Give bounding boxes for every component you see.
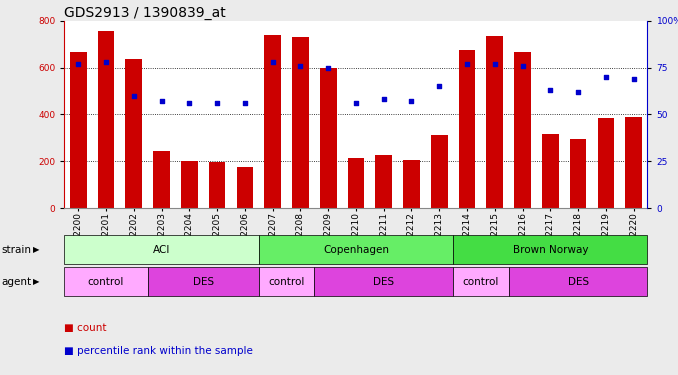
Text: strain: strain [1,245,31,255]
Bar [125,58,142,208]
Text: ■ count: ■ count [64,323,107,333]
Bar [597,118,614,208]
Text: agent: agent [1,277,31,286]
Point [156,98,167,104]
Text: ▶: ▶ [33,245,40,254]
Text: control: control [462,277,499,286]
Text: DES: DES [373,277,395,286]
Point [267,59,278,65]
Point [184,100,195,106]
Bar [403,160,420,208]
Bar [320,68,336,208]
Point [128,93,139,99]
Point [323,64,334,70]
Bar [514,52,531,208]
Point [239,100,250,106]
Point [601,74,612,80]
Point [517,63,528,69]
Point [434,83,445,89]
Text: DES: DES [567,277,589,286]
Bar [181,161,198,208]
Bar [459,50,475,208]
Bar [264,35,281,208]
Point [212,100,222,106]
Bar [348,158,364,208]
Point [629,76,639,82]
Text: ACI: ACI [153,245,170,255]
Bar [376,155,392,208]
Point [545,87,556,93]
Bar [486,36,503,208]
Point [351,100,361,106]
Point [295,63,306,69]
Text: Brown Norway: Brown Norway [513,245,588,255]
Text: ■ percentile rank within the sample: ■ percentile rank within the sample [64,346,254,355]
Text: control: control [268,277,304,286]
Point [73,61,83,67]
Point [573,89,584,95]
Bar [153,151,170,208]
Bar [237,167,253,208]
Bar [431,135,447,208]
Bar [570,139,586,208]
Text: ▶: ▶ [33,277,40,286]
Bar [625,117,642,208]
Text: control: control [88,277,124,286]
Bar [209,162,226,208]
Point [378,96,389,102]
Bar [98,31,115,208]
Point [462,61,473,67]
Text: Copenhagen: Copenhagen [323,245,389,255]
Bar [292,37,308,208]
Point [490,61,500,67]
Bar [70,52,87,208]
Text: GDS2913 / 1390839_at: GDS2913 / 1390839_at [64,6,226,20]
Point [406,98,417,104]
Text: DES: DES [193,277,214,286]
Bar [542,134,559,208]
Point [100,59,111,65]
